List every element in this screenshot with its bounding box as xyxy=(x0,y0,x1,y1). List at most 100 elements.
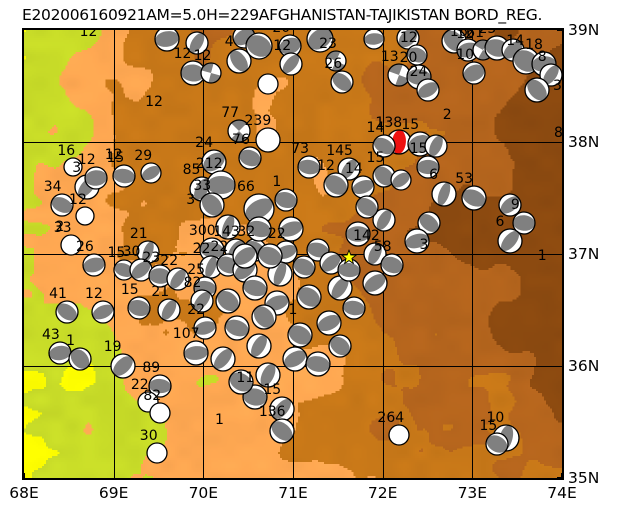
event-depth-label: 12 xyxy=(104,147,123,164)
event-depth-label: 8 xyxy=(553,125,563,142)
event-depth-label: 21 xyxy=(151,284,170,300)
event-depth-label: 1 xyxy=(215,411,224,428)
event-depth-label: 3 xyxy=(553,78,562,94)
event-depth-label: 12 xyxy=(77,151,96,168)
focal-mechanism-beachball xyxy=(140,162,162,185)
event-depth-label: 107 xyxy=(172,325,200,342)
focal-mechanism-beachball xyxy=(185,31,209,56)
focal-mechanism-beachball xyxy=(354,195,379,219)
event-depth-label: 12 xyxy=(399,29,418,46)
focal-mechanism-beachball xyxy=(166,266,190,291)
focal-mechanism-beachball xyxy=(154,30,181,52)
event-depth-label: 61 xyxy=(466,28,484,42)
focal-mechanism-beachball xyxy=(342,296,366,320)
event-depth-label: 10 xyxy=(486,409,505,426)
focal-mechanism-beachball xyxy=(296,283,322,310)
focal-mechanism-beachball xyxy=(193,275,217,300)
figure-title: E202006160921AM=5.0H=229AFGHANISTAN-TAJI… xyxy=(22,6,614,26)
event-depth-label: 1 xyxy=(66,333,76,350)
event-depth-label: 22 xyxy=(210,239,229,256)
focal-mechanism-beachball xyxy=(242,274,268,301)
focal-mechanism-beachball xyxy=(396,30,420,50)
x-axis-tick xyxy=(113,473,115,478)
event-depth-label: 24 xyxy=(195,135,213,152)
focal-mechanism-beachball xyxy=(183,339,209,366)
event-depth-label: 4 xyxy=(224,34,234,51)
event-depth-label: 12 xyxy=(79,28,98,41)
event-depth-label: 66 xyxy=(237,179,255,196)
focal-mechanism-beachball xyxy=(227,119,251,143)
focal-mechanism-beachball xyxy=(50,193,74,217)
focal-mechanism-beachball xyxy=(404,227,430,254)
event-depth-label: 8 xyxy=(537,48,547,65)
y-axis-tick xyxy=(557,477,562,478)
event-depth-label: 15 xyxy=(179,30,197,32)
event-depth-label: 26 xyxy=(324,55,343,72)
event-depth-label: 15 xyxy=(263,381,282,398)
event-depth-label: 1 xyxy=(537,248,547,265)
focal-mechanism-beachball xyxy=(67,347,92,371)
focal-mechanism-beachball xyxy=(146,402,174,424)
event-depth-label: 15 xyxy=(106,149,125,166)
focal-mechanism-beachball xyxy=(325,50,347,73)
event-depth-label: 14 xyxy=(345,160,363,177)
focal-mechanism-beachball xyxy=(539,63,562,87)
event-depth-label: 14 xyxy=(506,33,525,50)
focal-mechanism-beachball xyxy=(238,146,262,170)
focal-mechanism-beachball xyxy=(269,395,295,422)
event-depth-label: 29 xyxy=(357,28,375,29)
event-depth-label: 73 xyxy=(291,140,310,157)
event-depth-label: 138 xyxy=(375,115,403,131)
focal-mechanism-beachball xyxy=(306,30,334,53)
focal-mechanism-beachball xyxy=(58,233,84,257)
focal-mechanism-beachball xyxy=(189,289,214,313)
focal-mechanism-beachball xyxy=(210,346,236,372)
title-magnitude: M=5.0 xyxy=(156,6,207,24)
event-depth-label: 22 xyxy=(267,225,286,242)
focal-mechanism-beachball xyxy=(193,316,217,340)
focal-mechanism-beachball xyxy=(257,243,283,269)
event-depth-label: 58 xyxy=(373,239,392,256)
event-depth-label: 77 xyxy=(221,104,240,121)
focal-mechanism-beachball xyxy=(251,304,277,330)
event-depth-label: 21 xyxy=(129,225,148,242)
graticule-parallel xyxy=(24,142,562,143)
title-region: AFGHANISTAN-TAJIKISTAN BORD_REG. xyxy=(258,6,543,24)
y-axis-tick-label: 39N xyxy=(568,21,600,39)
event-depth-label: 1 xyxy=(272,174,282,191)
focal-mechanism-beachball xyxy=(84,166,108,190)
event-depth-label: 30 xyxy=(139,428,158,445)
focal-mechanism-beachball xyxy=(362,270,389,296)
x-axis-tick-label: 68E xyxy=(9,484,39,502)
map-plot-area: 1644151212174442012232629441213202455166… xyxy=(22,28,564,480)
focal-mechanism-beachball xyxy=(148,374,172,398)
event-depth-label: 41 xyxy=(49,286,67,303)
focal-mechanism-beachball xyxy=(274,188,298,212)
focal-mechanism-beachball xyxy=(292,255,316,280)
focal-mechanism-beachball xyxy=(61,156,85,177)
x-axis-tick-label: 71E xyxy=(278,484,308,502)
focal-mechanism-beachball xyxy=(344,221,371,247)
event-depth-label: 239 xyxy=(244,112,272,129)
event-depth-label: 16 xyxy=(57,142,76,159)
focal-mechanism-beachball xyxy=(297,154,321,179)
focal-mechanism-beachball xyxy=(363,30,385,50)
event-depth-label: 2 xyxy=(442,107,452,124)
event-depth-label: 82 xyxy=(143,388,162,405)
focal-mechanism-beachball xyxy=(256,73,280,95)
event-depth-label: 82 xyxy=(183,275,202,292)
y-axis-tick-label: 35N xyxy=(568,469,600,487)
event-depth-label: 15 xyxy=(479,418,498,435)
event-depth-label: 22 xyxy=(192,241,211,258)
focal-mechanism-beachball xyxy=(305,351,331,377)
focal-mechanism-beachball xyxy=(255,362,281,388)
event-depth-label: 12 xyxy=(317,157,335,174)
event-depth-label: 3 xyxy=(419,237,429,254)
event-depth-label: 33 xyxy=(193,177,212,194)
event-depth-label: 76 xyxy=(232,131,250,148)
event-depth-label: 25 xyxy=(478,28,497,37)
focal-mechanism-beachball xyxy=(278,216,304,243)
event-depth-label: 300 xyxy=(188,222,216,239)
focal-mechanism-beachball xyxy=(461,185,487,211)
x-axis-tick xyxy=(382,473,384,478)
